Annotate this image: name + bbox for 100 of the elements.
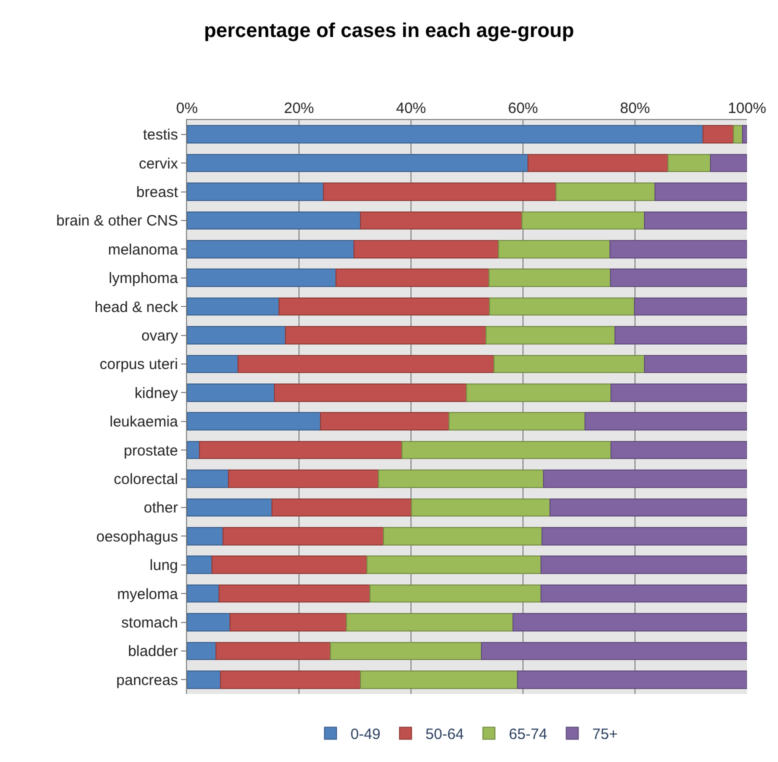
bar bbox=[702, 125, 734, 144]
bar bbox=[549, 498, 747, 517]
bar bbox=[610, 440, 747, 460]
bar bbox=[610, 268, 747, 287]
bar bbox=[187, 670, 222, 689]
bar bbox=[187, 240, 354, 258]
bar bbox=[668, 154, 712, 172]
bar bbox=[216, 642, 331, 660]
bar bbox=[187, 268, 336, 287]
bar bbox=[330, 642, 482, 660]
bar bbox=[353, 240, 499, 258]
bar bbox=[187, 211, 362, 230]
bar bbox=[272, 498, 412, 517]
bar bbox=[402, 440, 612, 460]
bar bbox=[187, 470, 229, 488]
x-tick-label: 100% bbox=[728, 100, 766, 117]
bar bbox=[488, 297, 635, 316]
bar bbox=[187, 326, 286, 344]
legend-label: 65-74 bbox=[508, 726, 548, 744]
bar bbox=[274, 384, 467, 402]
bar bbox=[278, 297, 490, 316]
x-tick-label: 80% bbox=[620, 100, 650, 117]
bar bbox=[187, 527, 224, 546]
bar bbox=[512, 613, 747, 632]
bar bbox=[370, 584, 542, 603]
legend-label: 0-49 bbox=[350, 726, 381, 744]
bar bbox=[198, 440, 403, 460]
bar bbox=[187, 498, 273, 517]
bar bbox=[366, 556, 542, 574]
bar bbox=[187, 642, 217, 660]
bar bbox=[634, 297, 747, 316]
bar bbox=[228, 470, 380, 488]
y-tick-label: cervix bbox=[138, 155, 178, 172]
bar bbox=[360, 670, 518, 689]
x-tick-label: 40% bbox=[396, 100, 426, 117]
bar bbox=[498, 240, 610, 258]
y-tick-label: bladder bbox=[128, 643, 178, 660]
bar bbox=[360, 211, 522, 230]
x-tick-label: 20% bbox=[284, 100, 314, 117]
bar bbox=[187, 154, 529, 172]
y-tick-label: lung bbox=[150, 557, 178, 574]
bar bbox=[378, 470, 544, 488]
y-tick-label: prostate bbox=[124, 442, 178, 460]
bar bbox=[528, 154, 669, 172]
bar bbox=[710, 154, 747, 172]
bar bbox=[542, 527, 747, 546]
y-tick-label: other bbox=[144, 500, 178, 517]
y-tick-label: testis bbox=[142, 126, 178, 144]
y-tick-label: melanoma bbox=[108, 241, 179, 258]
bar bbox=[220, 670, 362, 689]
bar bbox=[335, 268, 490, 287]
y-tick-label: breast bbox=[136, 184, 179, 201]
bar bbox=[230, 613, 348, 632]
bar bbox=[486, 326, 616, 344]
bar bbox=[212, 556, 368, 574]
bar bbox=[521, 211, 646, 230]
y-tick-label: stomach bbox=[121, 614, 178, 632]
bar bbox=[323, 182, 557, 201]
bar bbox=[466, 384, 612, 402]
bar bbox=[187, 613, 231, 632]
y-tick-label: myeloma bbox=[117, 586, 179, 603]
bar bbox=[610, 384, 747, 402]
bar bbox=[187, 125, 704, 144]
chart-title: percentage of cases in each age-group bbox=[204, 20, 574, 42]
y-tick-label: head & neck bbox=[94, 298, 178, 316]
bar bbox=[187, 584, 220, 603]
bar bbox=[481, 642, 747, 660]
bar bbox=[187, 297, 280, 316]
bar bbox=[556, 182, 656, 201]
bar bbox=[237, 354, 494, 374]
x-tick-label: 60% bbox=[508, 100, 538, 117]
bar bbox=[543, 470, 747, 488]
x-tick-label: 0% bbox=[176, 100, 198, 117]
bar bbox=[187, 412, 321, 430]
bar bbox=[609, 240, 747, 258]
bar bbox=[218, 584, 371, 603]
bar bbox=[320, 412, 450, 430]
bar bbox=[742, 125, 747, 144]
y-tick-label: corpus uteri bbox=[100, 356, 178, 374]
y-tick-label: oesophagus bbox=[96, 528, 178, 546]
bar bbox=[383, 527, 543, 546]
bar bbox=[540, 556, 747, 574]
y-tick-label: pancreas bbox=[116, 672, 178, 689]
legend-label: 75+ bbox=[592, 726, 618, 744]
bar bbox=[488, 268, 611, 287]
y-tick-label: colorectal bbox=[114, 471, 178, 488]
y-tick-label: kidney bbox=[134, 384, 178, 402]
bar bbox=[222, 527, 384, 546]
bar bbox=[187, 182, 324, 201]
bar bbox=[187, 354, 238, 374]
legend-label: 50-64 bbox=[426, 726, 464, 744]
bar bbox=[733, 125, 744, 144]
y-tick-label: brain & other CNS bbox=[56, 212, 178, 230]
bar bbox=[540, 584, 747, 603]
bar bbox=[448, 412, 586, 430]
bar bbox=[584, 412, 747, 430]
bar bbox=[644, 211, 747, 230]
bar bbox=[187, 556, 213, 574]
y-tick-label: ovary bbox=[141, 328, 178, 344]
bar bbox=[644, 354, 747, 374]
